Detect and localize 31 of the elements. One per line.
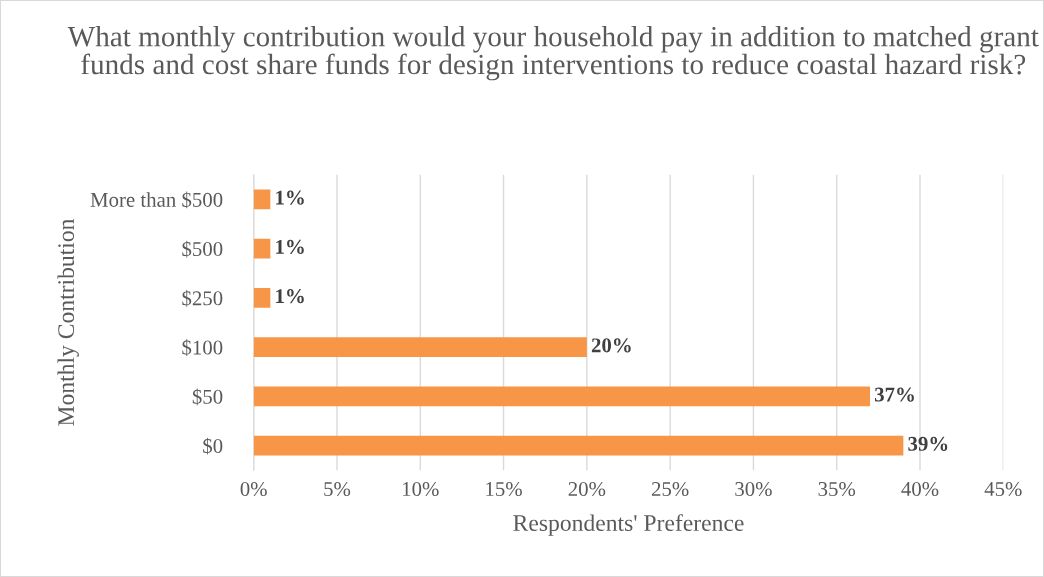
- data-label: 1%: [276, 190, 304, 205]
- data-label: 39%: [908, 436, 948, 451]
- x-axis-title: Respondents' Preference: [513, 514, 744, 536]
- bar: [253, 238, 271, 259]
- data-label: 20%: [591, 338, 631, 353]
- x-tick-label: 15%: [486, 481, 522, 497]
- y-tick-label: $500: [182, 240, 223, 258]
- x-tick-label: 10%: [403, 481, 439, 497]
- chart-title: What monthly contribution would your household pay in addition to matched grant funds and cost share funds for design interventions to reduce coastal hazard risk?: [67, 25, 1039, 81]
- x-tick-label: 0%: [240, 481, 267, 497]
- y-tick-label: More than $500: [90, 191, 223, 209]
- y-tick-label: $0: [203, 437, 223, 455]
- x-tick-label: 35%: [818, 481, 856, 497]
- y-tick-label: $250: [182, 290, 223, 307]
- bar: [253, 189, 271, 210]
- y-tick-label: $100: [182, 339, 223, 356]
- x-tick-label: 40%: [901, 481, 939, 497]
- y-axis-title: Monthly Contribution: [57, 218, 79, 426]
- x-tick-label: 5%: [324, 481, 351, 497]
- y-tick-label: $50: [192, 388, 223, 406]
- x-tick-label: 30%: [735, 481, 772, 497]
- data-label: 37%: [874, 387, 914, 402]
- x-tick-label: 25%: [651, 481, 689, 497]
- bar: [253, 288, 271, 308]
- bar: [253, 386, 871, 407]
- x-tick-label: 20%: [568, 481, 606, 497]
- x-tick-label: 45%: [984, 481, 1022, 497]
- bar: [253, 337, 587, 358]
- bar: [253, 435, 904, 456]
- data-label: 1%: [276, 289, 304, 304]
- data-label: 1%: [276, 239, 304, 254]
